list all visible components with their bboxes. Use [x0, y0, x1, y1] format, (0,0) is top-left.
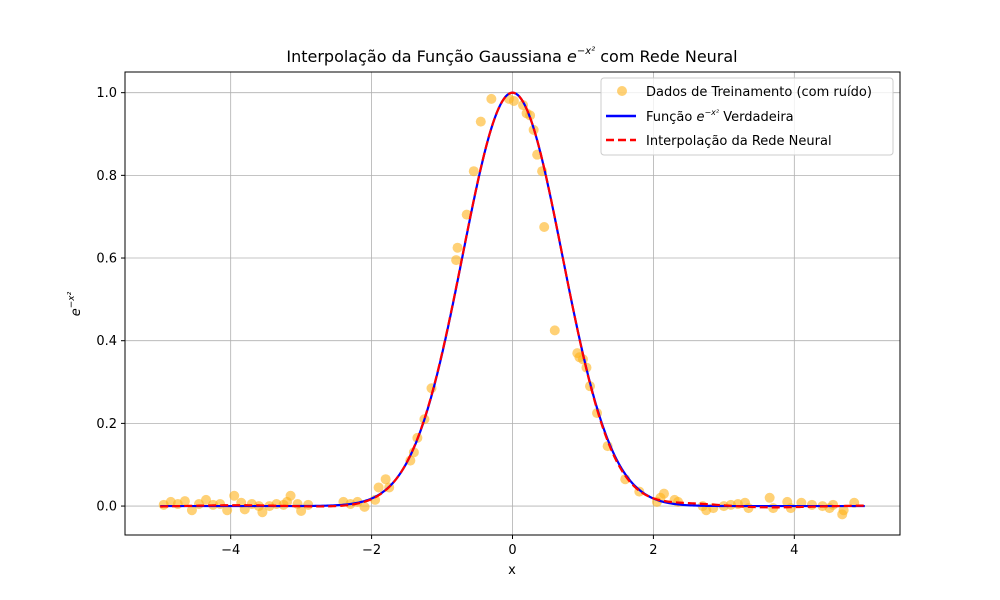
y-axis-ticks: 0.0 0.2 0.4 0.6 0.8 1.0: [96, 86, 125, 515]
scatter-point: [743, 503, 754, 514]
x-axis-label: x: [508, 563, 516, 578]
plot-area: [158, 91, 865, 520]
scatter-point: [373, 482, 384, 493]
scatter-point: [508, 95, 519, 106]
scatter-point: [452, 242, 463, 253]
scatter-point: [838, 505, 849, 516]
scatter-point: [186, 505, 197, 516]
scatter-point: [468, 166, 479, 177]
x-tick-label: −4: [221, 543, 240, 558]
scatter-point: [539, 222, 550, 233]
legend-true-exponent: −x²: [704, 108, 719, 117]
legend-box: [600, 77, 894, 156]
scatter-point: [179, 496, 190, 507]
chart-title-exponent: −x²: [577, 46, 595, 57]
legend-true-label: Função e−x² Verdadeira: [646, 108, 794, 125]
chart-title: Interpolação da Função Gaussiana e−x² co…: [286, 46, 737, 66]
legend-true-prefix: Função: [646, 110, 696, 125]
y-tick-label: 0.8: [96, 169, 117, 184]
y-tick-label: 0.2: [96, 417, 117, 432]
legend: Dados de Treinamento (com ruído) Função …: [600, 77, 894, 156]
y-axis-label: e−x²: [67, 291, 84, 316]
x-axis-ticks: −4 −2 0 2 4: [221, 535, 798, 558]
scatter-point: [764, 492, 775, 503]
x-tick-label: −2: [362, 543, 381, 558]
x-tick-label: 2: [649, 543, 657, 558]
scatter-point: [549, 325, 560, 336]
y-tick-label: 1.0: [96, 86, 117, 101]
y-tick-label: 0.0: [96, 500, 117, 515]
scatter-point: [257, 507, 268, 518]
x-tick-label: 4: [790, 543, 798, 558]
legend-true-suffix: Verdadeira: [719, 110, 794, 125]
scatter-point: [806, 499, 817, 510]
legend-nn-label: Interpolação da Rede Neural: [646, 134, 832, 149]
chart-title-base: e: [567, 47, 577, 66]
scatter-point: [303, 499, 314, 510]
scatter-point: [828, 499, 839, 510]
y-tick-label: 0.4: [96, 334, 117, 349]
scatter-point: [486, 93, 497, 104]
scatter-point: [475, 116, 486, 127]
scatter-point: [380, 474, 391, 485]
y-axis-label-base: e: [69, 308, 84, 316]
y-axis-label-exponent: −x²: [67, 291, 77, 308]
chart-title-suffix: com Rede Neural: [595, 47, 737, 66]
neural-network-line: [160, 91, 865, 509]
scatter-point: [285, 490, 296, 501]
legend-scatter-marker: [617, 86, 627, 96]
legend-true-base: e: [696, 110, 704, 125]
legend-scatter-label: Dados de Treinamento (com ruído): [646, 85, 872, 100]
scatter-point: [359, 501, 370, 512]
scatter-point: [222, 505, 233, 516]
x-tick-label: 0: [508, 543, 516, 558]
chart-title-prefix: Interpolação da Função Gaussiana: [286, 47, 567, 66]
scatter-point: [451, 255, 462, 266]
scatter-point: [229, 490, 240, 501]
scatter-point: [296, 506, 307, 517]
scatter-point: [201, 494, 212, 505]
scatter-point: [658, 488, 669, 499]
y-tick-label: 0.6: [96, 252, 117, 267]
